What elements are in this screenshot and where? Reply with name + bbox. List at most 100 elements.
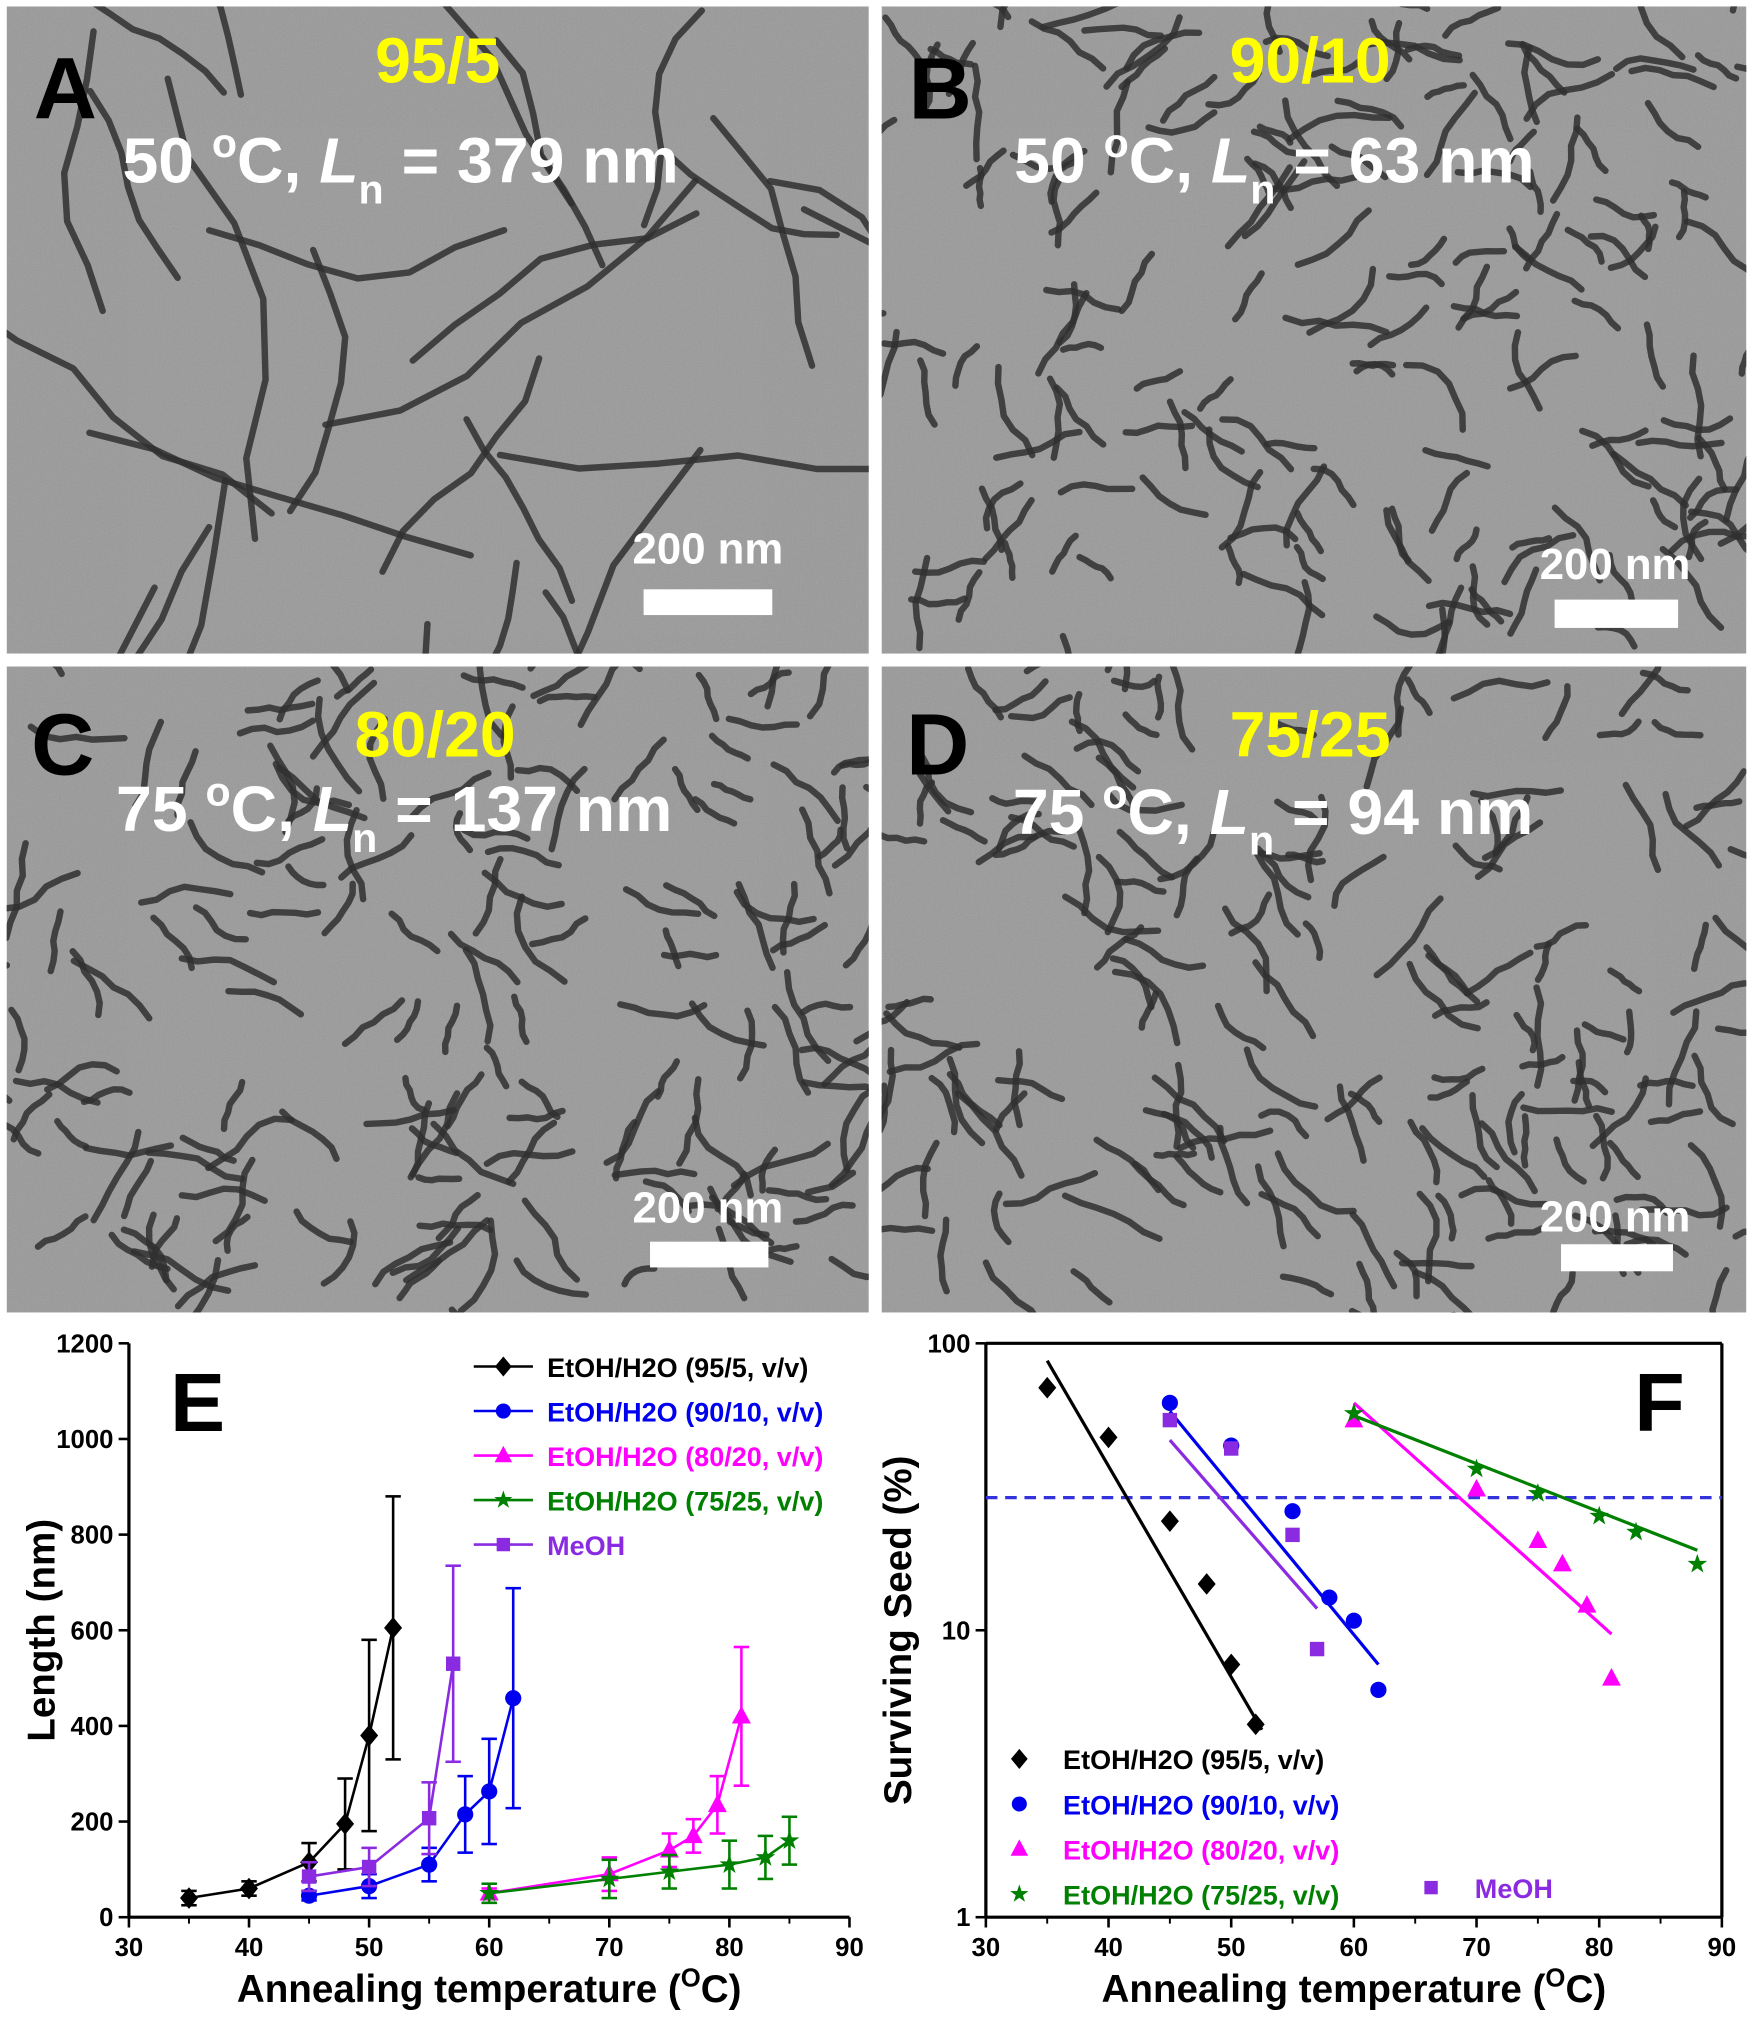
micelle	[1505, 1091, 1525, 1156]
micelle	[1407, 235, 1448, 269]
marker	[1321, 1589, 1338, 1606]
micelle	[1458, 1185, 1550, 1208]
micelle	[804, 1169, 857, 1196]
micelle	[1250, 128, 1299, 157]
micelle	[178, 1185, 268, 1204]
micelle	[828, 1120, 869, 1189]
marker	[481, 1783, 498, 1800]
micelle	[954, 1090, 1025, 1179]
x-tick-label: 80	[715, 1934, 744, 1962]
micelle	[1662, 790, 1722, 869]
micelle	[939, 817, 988, 845]
micelle	[530, 666, 590, 700]
micelle	[309, 679, 378, 760]
condition-part: o	[212, 120, 237, 166]
micelle	[1075, 825, 1093, 917]
micelle	[457, 1217, 499, 1313]
marker	[1038, 1376, 1057, 1399]
micelle	[1173, 1153, 1224, 1196]
micelle	[120, 1226, 170, 1284]
marker	[1246, 1713, 1265, 1736]
legend-marker	[1424, 1880, 1438, 1895]
micelle	[1526, 168, 1544, 216]
micelle	[1675, 188, 1689, 241]
condition-part: n	[1249, 817, 1274, 863]
scale-bar	[1561, 1244, 1673, 1272]
micelle	[186, 477, 229, 654]
micelle	[671, 765, 701, 814]
micelle	[1589, 1075, 1649, 1150]
micelle	[1454, 167, 1534, 191]
panel-letter: B	[909, 39, 972, 137]
micelle	[1274, 798, 1319, 823]
micelle	[927, 45, 975, 68]
x-axis-label: Annealing temperature (OC)	[237, 1965, 742, 2011]
micelle	[928, 1074, 959, 1136]
micelle	[919, 1139, 940, 1220]
micelle	[1047, 159, 1078, 205]
legend-label: MeOH	[547, 1531, 625, 1561]
micelle	[430, 1120, 517, 1187]
marker	[479, 1882, 500, 1902]
marker	[1099, 1426, 1118, 1449]
micelle	[493, 37, 606, 269]
micelle	[220, 1078, 246, 1133]
micelle	[1154, 673, 1165, 721]
micelle	[1574, 125, 1609, 174]
micelle	[971, 62, 983, 163]
micelle	[990, 1190, 1012, 1246]
micelle	[1073, 738, 1142, 775]
legend-marker	[1011, 1796, 1027, 1812]
micelle	[908, 595, 968, 608]
legend-marker	[494, 1445, 513, 1463]
micelle	[1668, 179, 1709, 201]
scale-label: 200 nm	[1540, 540, 1691, 589]
micelle	[886, 1040, 981, 1075]
micelle	[276, 677, 321, 723]
micelle	[1442, 6, 1502, 39]
micelle	[1145, 109, 1218, 136]
micelle	[1023, 666, 1042, 675]
micelle	[1219, 416, 1295, 473]
marker	[1602, 1667, 1621, 1686]
micelle	[1469, 1092, 1500, 1171]
micelle	[1331, 853, 1387, 909]
marker	[1162, 1412, 1178, 1428]
marker	[384, 1617, 403, 1639]
micelle	[1606, 1139, 1641, 1181]
micelle	[43, 1061, 120, 1093]
condition-part: 75	[1013, 776, 1102, 848]
micelle	[1709, 1267, 1730, 1313]
micelle	[442, 6, 575, 207]
fit-line	[1352, 1401, 1613, 1636]
micelle	[1717, 523, 1747, 547]
micelle	[34, 1213, 89, 1250]
micelle	[1114, 878, 1167, 895]
marker	[731, 1706, 751, 1724]
micelle	[1412, 1269, 1473, 1313]
marker	[361, 1859, 377, 1875]
micelle	[1334, 97, 1405, 130]
marker	[1222, 1653, 1241, 1676]
micelle	[1571, 297, 1622, 332]
marker	[755, 1847, 776, 1866]
micelle	[1622, 781, 1662, 874]
legend-marker	[494, 1490, 513, 1508]
micelle	[462, 946, 494, 1045]
marker	[1527, 1483, 1548, 1502]
micelle	[1695, 434, 1728, 493]
series-line	[488, 1716, 743, 1895]
micelle	[1452, 247, 1508, 266]
micelle	[1285, 851, 1326, 866]
micelle	[548, 765, 588, 853]
micelle	[1347, 1090, 1383, 1125]
micelle	[1324, 1074, 1383, 1123]
micelle	[816, 826, 844, 860]
micelle	[574, 446, 704, 654]
micelle	[1570, 1077, 1609, 1096]
condition-part: = 94 nm	[1274, 776, 1533, 848]
micelle	[1670, 980, 1747, 1016]
micelle	[1386, 270, 1445, 288]
micelle	[1649, 497, 1679, 531]
marker	[719, 1854, 740, 1873]
